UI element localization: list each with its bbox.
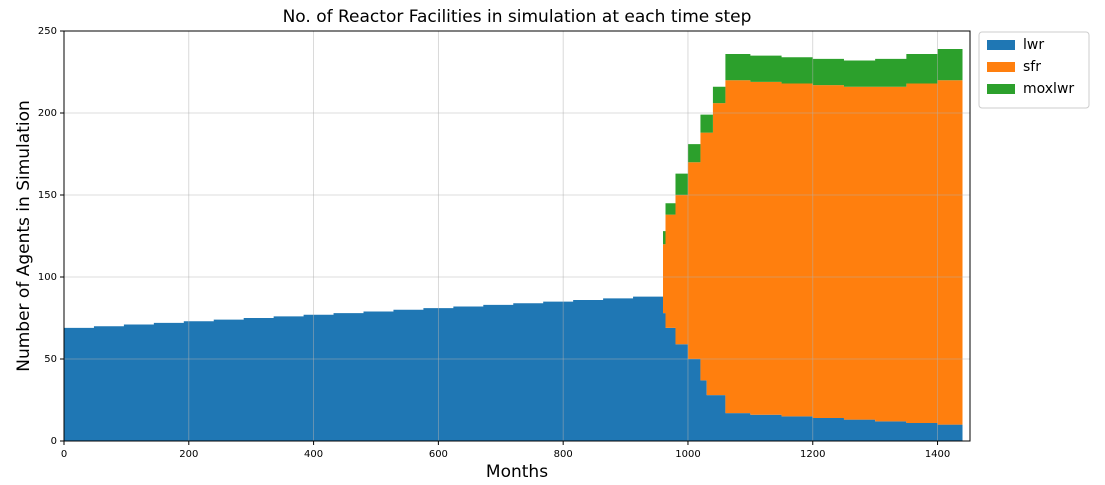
legend-swatch <box>987 40 1015 50</box>
y-axis-label: Number of Agents in Simulation <box>14 100 34 372</box>
x-axis-label: Months <box>486 462 548 482</box>
legend-swatch <box>987 84 1015 94</box>
y-tick-label: 250 <box>38 26 57 37</box>
plot-frame <box>63 30 971 442</box>
area-sfr <box>64 80 963 425</box>
y-tick-label: 50 <box>44 354 57 365</box>
x-tick-label: 1000 <box>675 449 700 460</box>
chart-title: No. of Reactor Facilities in simulation … <box>283 7 752 27</box>
y-tick-label: 100 <box>38 272 57 283</box>
x-tick-label: 800 <box>554 449 573 460</box>
y-tick-label: 150 <box>38 190 57 201</box>
area-lwr <box>64 296 963 441</box>
x-tick-label: 1400 <box>925 449 950 460</box>
legend-label: sfr <box>1023 59 1041 75</box>
legend-label: lwr <box>1023 37 1044 53</box>
legend-swatch <box>987 62 1015 72</box>
legend-label: moxlwr <box>1023 81 1074 97</box>
x-tick-label: 400 <box>304 449 323 460</box>
x-tick-label: 0 <box>61 449 67 460</box>
x-tick-label: 600 <box>429 449 448 460</box>
area-moxlwr <box>64 49 963 328</box>
y-tick-label: 200 <box>38 108 57 119</box>
x-tick-label: 200 <box>179 449 198 460</box>
y-tick-label: 0 <box>51 436 57 447</box>
x-tick-label: 1200 <box>800 449 825 460</box>
